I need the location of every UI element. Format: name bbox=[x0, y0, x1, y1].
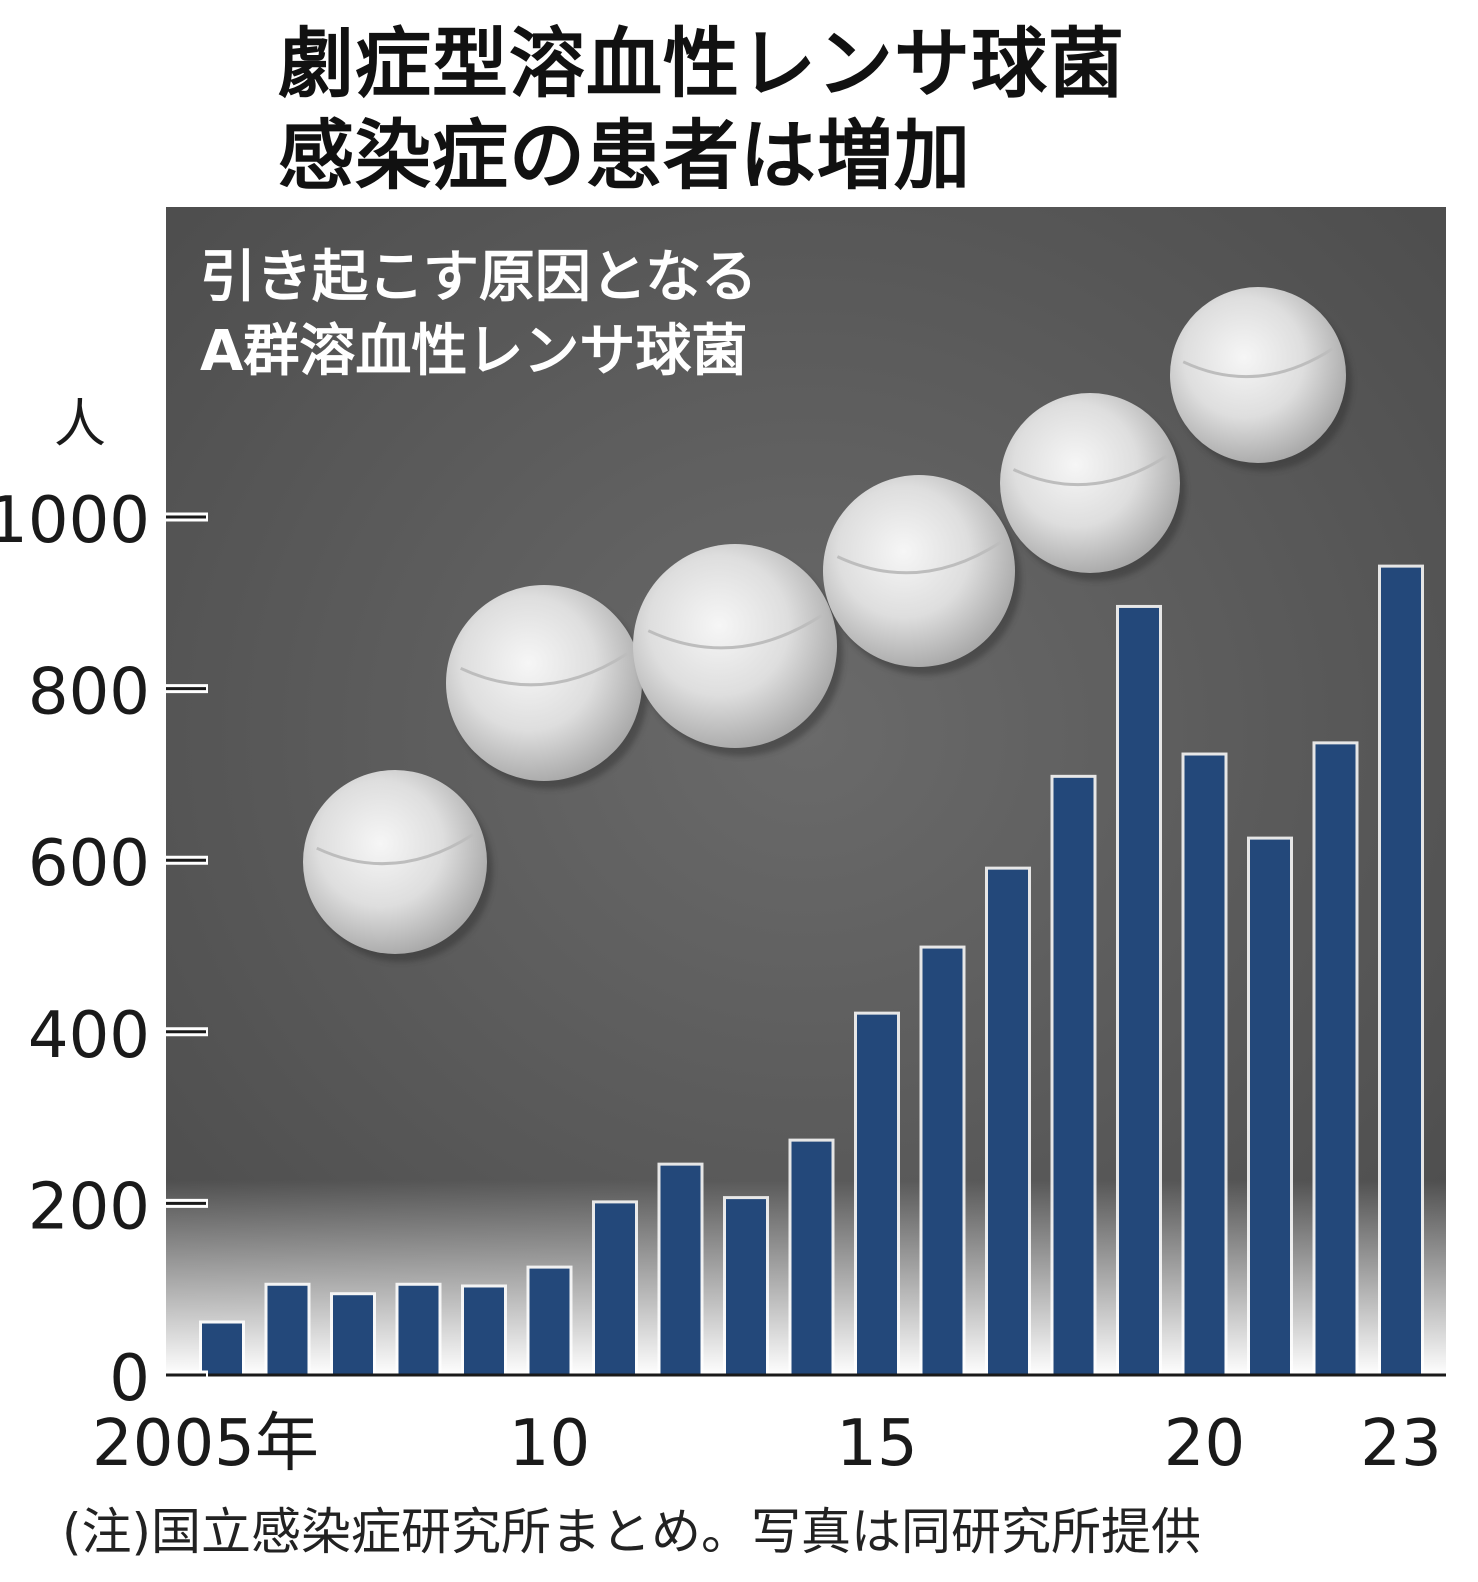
x-axis-tick-labels: 2005年 10 15 20 23 bbox=[92, 1407, 1442, 1481]
bar-2006 bbox=[267, 1285, 308, 1375]
bar-2011 bbox=[595, 1203, 635, 1375]
bar-2017 bbox=[988, 869, 1028, 1375]
bar-2007 bbox=[333, 1295, 373, 1375]
streptococcus-chain-image bbox=[303, 287, 1352, 962]
bar-2016 bbox=[922, 948, 963, 1375]
bar-2022 bbox=[1315, 744, 1356, 1375]
y-tick-label: 600 bbox=[28, 827, 150, 901]
axes bbox=[166, 512, 1446, 1380]
bar-2012 bbox=[660, 1165, 701, 1375]
y-axis-unit-label: 人 bbox=[54, 395, 106, 455]
coccus-septum bbox=[460, 652, 629, 687]
x-tick-label: 20 bbox=[1164, 1407, 1245, 1481]
coccus-septum bbox=[836, 540, 1002, 575]
title-line-1: 劇症型溶血性レンサ球菌 bbox=[278, 19, 1125, 108]
coccus-septum bbox=[647, 614, 823, 650]
x-tick-label: 10 bbox=[509, 1407, 590, 1481]
footnote: (注)国立感染症研究所まとめ。写真は同研究所提供 bbox=[62, 1503, 1202, 1561]
bar-2010 bbox=[529, 1268, 570, 1375]
bar-2019 bbox=[1119, 607, 1159, 1375]
chart-title: 劇症型溶血性レンサ球菌 感染症の患者は増加 bbox=[278, 18, 1125, 202]
bar-2023 bbox=[1381, 567, 1421, 1375]
coccus-septum bbox=[1012, 454, 1168, 487]
y-tick-label: 800 bbox=[28, 656, 150, 730]
coccus-septum bbox=[316, 833, 475, 866]
bar-2005 bbox=[202, 1323, 242, 1375]
x-tick-label: 23 bbox=[1360, 1407, 1441, 1481]
bar-2013 bbox=[726, 1199, 766, 1375]
bar-2020 bbox=[1184, 755, 1225, 1375]
y-tick-label: 0 bbox=[109, 1342, 150, 1416]
bar-2009 bbox=[464, 1287, 504, 1375]
bar-2021 bbox=[1250, 839, 1290, 1375]
bar-2014 bbox=[791, 1141, 832, 1375]
photo-caption-line-1: 引き起こす原因となる bbox=[200, 245, 757, 310]
bar-2015 bbox=[857, 1014, 897, 1375]
y-tick-label: 1000 bbox=[0, 484, 150, 558]
y-axis-tick-labels: 0 200 400 600 800 1000 bbox=[0, 484, 150, 1416]
y-tick-label: 200 bbox=[28, 1170, 150, 1244]
photo-caption-line-2: A群溶血性レンサ球菌 bbox=[200, 319, 747, 384]
bar-series bbox=[199, 564, 1424, 1375]
coccus-septum bbox=[1182, 347, 1334, 379]
y-tick-label: 400 bbox=[28, 999, 150, 1073]
x-tick-label: 2005年 bbox=[92, 1407, 319, 1481]
x-tick-label: 15 bbox=[836, 1407, 917, 1481]
bar-2008 bbox=[398, 1285, 439, 1375]
bar-2018 bbox=[1053, 777, 1094, 1375]
title-line-2: 感染症の患者は増加 bbox=[278, 111, 971, 200]
